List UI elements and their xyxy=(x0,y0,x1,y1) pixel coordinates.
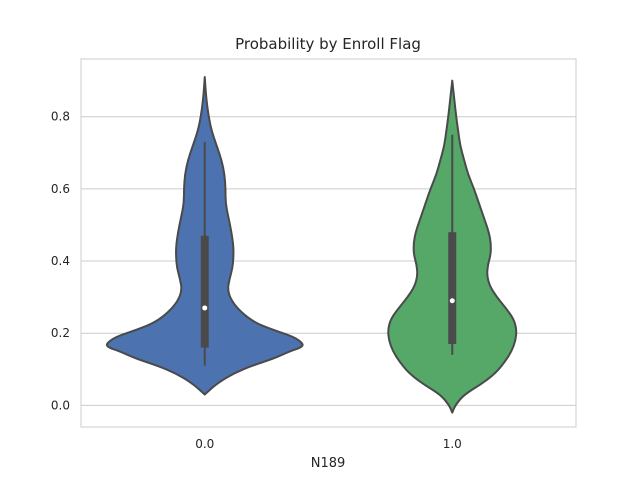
violin-median-point xyxy=(202,305,208,311)
y-tick-label: 0.0 xyxy=(51,398,70,412)
x-tick-labels: 0.0 1.0 xyxy=(195,437,462,451)
y-tick-label: 0.8 xyxy=(51,110,70,124)
violin-iqr-box xyxy=(200,235,209,348)
plot-frame xyxy=(80,58,577,428)
violin-median-point xyxy=(449,298,455,304)
x-tick-label: 1.0 xyxy=(443,437,462,451)
y-tick-labels: 0.0 0.2 0.4 0.6 0.8 xyxy=(51,110,70,413)
violin-iqr-box xyxy=(448,232,457,345)
violin-layer xyxy=(105,76,518,414)
y-tick-label: 0.2 xyxy=(51,326,70,340)
chart-title: Probability by Enroll Flag xyxy=(235,35,421,53)
x-axis-label: N189 xyxy=(311,456,346,471)
x-tick-label: 0.0 xyxy=(195,437,214,451)
y-tick-label: 0.4 xyxy=(51,254,70,268)
y-tick-label: 0.6 xyxy=(51,182,70,196)
